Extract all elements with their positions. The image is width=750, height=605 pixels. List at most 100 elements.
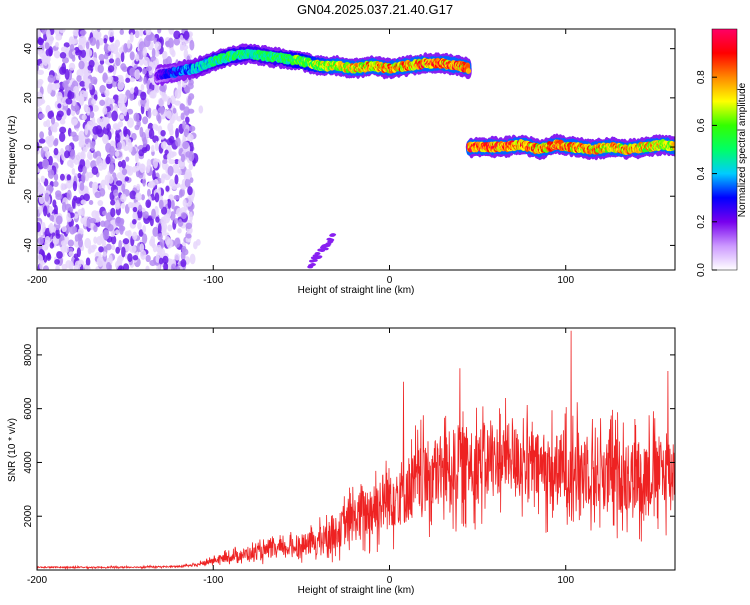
noise-blob [160, 129, 166, 137]
noise-blob [37, 69, 45, 75]
noise-blob [177, 168, 182, 176]
noise-blob [163, 261, 169, 270]
noise-blob [122, 238, 130, 245]
noise-blob [69, 44, 75, 52]
noise-blob [38, 138, 46, 144]
noise-blob [155, 254, 160, 264]
noise-blob [117, 98, 123, 109]
noise-blob [59, 52, 67, 59]
noise-blob [59, 173, 65, 181]
noise-blob [116, 255, 123, 266]
noise-blob [125, 77, 131, 83]
noise-blob [89, 37, 97, 46]
noise-blob [78, 140, 85, 148]
noise-blob [168, 29, 175, 35]
noise-blob [84, 237, 92, 249]
noise-blob [114, 216, 122, 227]
noise-blob [76, 247, 81, 258]
noise-blob [95, 39, 100, 50]
noise-blob [169, 47, 175, 56]
noise-blob [64, 245, 70, 253]
noise-blob [76, 152, 83, 160]
noise-blob [62, 57, 69, 64]
noise-blob [176, 207, 183, 217]
noise-blob [161, 221, 168, 233]
noise-blob [187, 186, 193, 196]
noise-blob [109, 145, 116, 157]
noise-blob [93, 224, 98, 233]
noise-blob [159, 84, 165, 92]
noise-blob [80, 199, 87, 205]
noise-blob [132, 231, 138, 241]
noise-blob [185, 116, 190, 124]
noise-blob [180, 212, 187, 220]
noise-blob [75, 50, 81, 56]
noise-blob [138, 149, 145, 157]
noise-blob [37, 29, 42, 38]
noise-blob [150, 235, 156, 247]
noise-blob [160, 141, 167, 150]
noise-blob [73, 85, 80, 94]
noise-blob [87, 247, 92, 255]
noise-blob [177, 228, 182, 234]
noise-blob [135, 53, 140, 62]
noise-blob [56, 251, 63, 259]
noise-blob [75, 105, 80, 116]
noise-blob [91, 181, 99, 191]
noise-blob [152, 169, 156, 181]
noise-blob [166, 152, 172, 161]
noise-blob [155, 244, 162, 253]
noise-blob [61, 62, 67, 74]
noise-blob [69, 162, 74, 169]
noise-blob [121, 93, 128, 104]
noise-blob [79, 182, 85, 191]
noise-blob [58, 132, 66, 143]
noise-blob [93, 236, 98, 244]
noise-blob [182, 248, 189, 256]
noise-blob [148, 128, 155, 140]
noise-blob [106, 262, 112, 270]
noise-blob [107, 65, 115, 73]
noise-blob [48, 82, 53, 91]
noise-blob [42, 146, 49, 152]
noise-blob [189, 211, 193, 222]
noise-blob [147, 182, 153, 188]
noise-blob [103, 220, 111, 229]
noise-blob [122, 263, 130, 270]
noise-blob [115, 51, 121, 60]
noise-blob [183, 106, 190, 116]
noise-blob [154, 41, 162, 51]
noise-blob [60, 46, 68, 53]
noise-blob [142, 233, 148, 244]
noise-blob [37, 91, 42, 97]
noise-blob [129, 77, 136, 83]
noise-blob [184, 86, 191, 94]
noise-blob [120, 51, 125, 63]
noise-blob [99, 99, 106, 106]
noise-blob [180, 259, 187, 268]
noise-blob [143, 211, 149, 219]
noise-blob [65, 97, 73, 105]
noise-blob [124, 230, 130, 236]
noise-blob [132, 218, 137, 225]
noise-blob [88, 199, 94, 206]
noise-blob [110, 235, 117, 245]
noise-blob [92, 105, 99, 112]
noise-blob [140, 194, 145, 201]
noise-blob [44, 150, 51, 158]
noise-blob [135, 192, 142, 201]
noise-blob [168, 159, 176, 165]
noise-blob [136, 119, 141, 128]
noise-blob [142, 116, 149, 125]
noise-blob [75, 95, 83, 102]
noise-blob [82, 165, 87, 174]
noise-blob [134, 29, 140, 38]
noise-blob [123, 105, 127, 117]
noise-blob [173, 30, 181, 40]
noise-blob [187, 96, 192, 106]
noise-blob [144, 102, 150, 112]
noise-blob [91, 166, 99, 175]
noise-blob [123, 43, 128, 53]
noise-blob [96, 117, 102, 124]
noise-blob [53, 173, 59, 182]
